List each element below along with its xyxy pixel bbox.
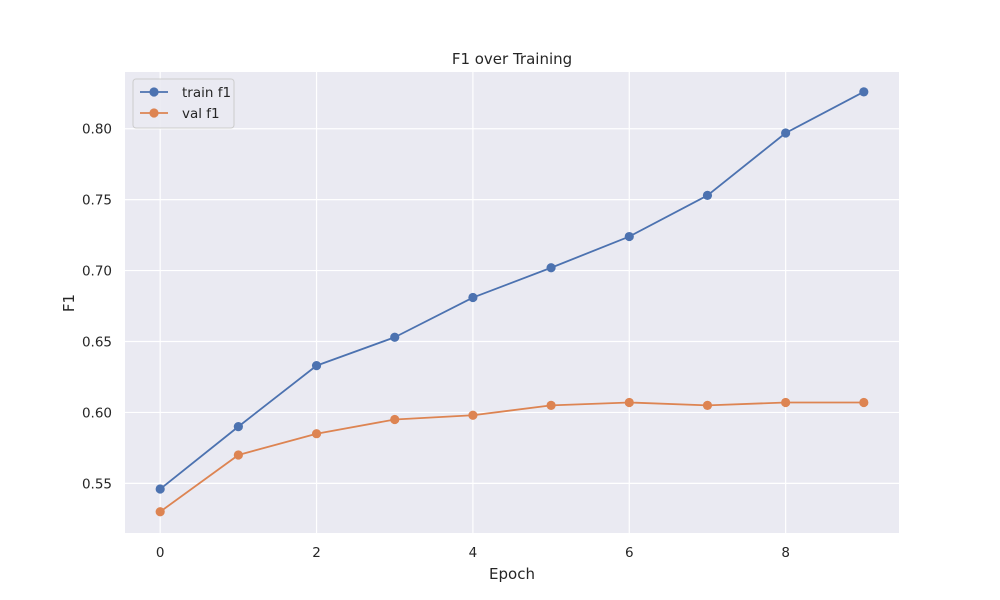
grid-lines <box>125 72 899 533</box>
data-point <box>859 397 869 408</box>
data-point <box>702 400 713 410</box>
data-point <box>468 292 478 303</box>
y-tick-label: 0.60 <box>82 405 112 421</box>
y-axis-ticks: 0.55 0.60 0.65 0.70 0.75 0.80 <box>82 122 112 493</box>
data-point <box>233 422 243 432</box>
series-line <box>159 91 865 490</box>
data-point <box>468 410 478 420</box>
data-point <box>702 190 713 201</box>
data-point <box>390 332 400 342</box>
legend-item: val f1 <box>140 106 220 122</box>
plot-area <box>125 72 899 533</box>
data-point <box>859 87 869 97</box>
y-tick-label: 0.80 <box>82 122 112 138</box>
data-point <box>155 484 165 494</box>
series-line <box>159 401 864 513</box>
x-axis-label: Epoch <box>489 565 535 583</box>
data-point <box>781 128 791 138</box>
data-point <box>155 507 165 517</box>
y-axis-label: F1 <box>60 294 78 312</box>
x-tick-label: 6 <box>625 545 634 561</box>
series-layer <box>155 87 869 517</box>
data-point <box>390 414 400 425</box>
data-point <box>311 361 322 371</box>
legend-item: train f1 <box>140 85 231 101</box>
x-tick-label: 2 <box>312 545 321 561</box>
y-tick-label: 0.75 <box>82 193 112 209</box>
x-axis-ticks: 0 2 4 6 8 <box>156 545 790 561</box>
series-val-f1 <box>155 397 869 517</box>
y-tick-label: 0.70 <box>82 264 112 280</box>
data-point <box>233 450 243 460</box>
legend: train f1 val f1 <box>132 78 235 129</box>
series-train-f1 <box>155 87 869 494</box>
data-point <box>546 400 556 410</box>
chart-title: F1 over Training <box>452 50 572 68</box>
y-tick-label: 0.65 <box>82 335 112 351</box>
x-tick-label: 0 <box>156 545 165 561</box>
legend-label: train f1 <box>182 85 231 101</box>
x-tick-label: 4 <box>469 545 478 561</box>
data-point <box>781 397 791 408</box>
legend-label: val f1 <box>182 106 220 122</box>
data-point <box>546 263 556 273</box>
data-point <box>624 397 634 408</box>
legend-marker <box>149 87 159 97</box>
x-tick-label: 8 <box>781 545 790 561</box>
legend-marker <box>149 108 159 118</box>
data-point <box>311 429 322 439</box>
data-point <box>624 231 634 242</box>
y-tick-label: 0.55 <box>82 476 112 492</box>
